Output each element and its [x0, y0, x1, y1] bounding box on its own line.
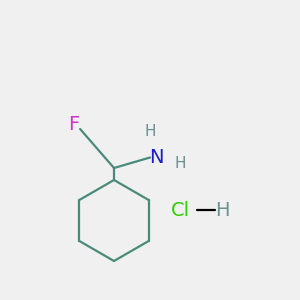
Text: Cl: Cl	[170, 200, 190, 220]
Text: H: H	[144, 124, 156, 140]
Text: H: H	[174, 156, 186, 171]
Text: N: N	[149, 148, 163, 167]
Text: H: H	[215, 200, 229, 220]
Text: F: F	[68, 115, 79, 134]
